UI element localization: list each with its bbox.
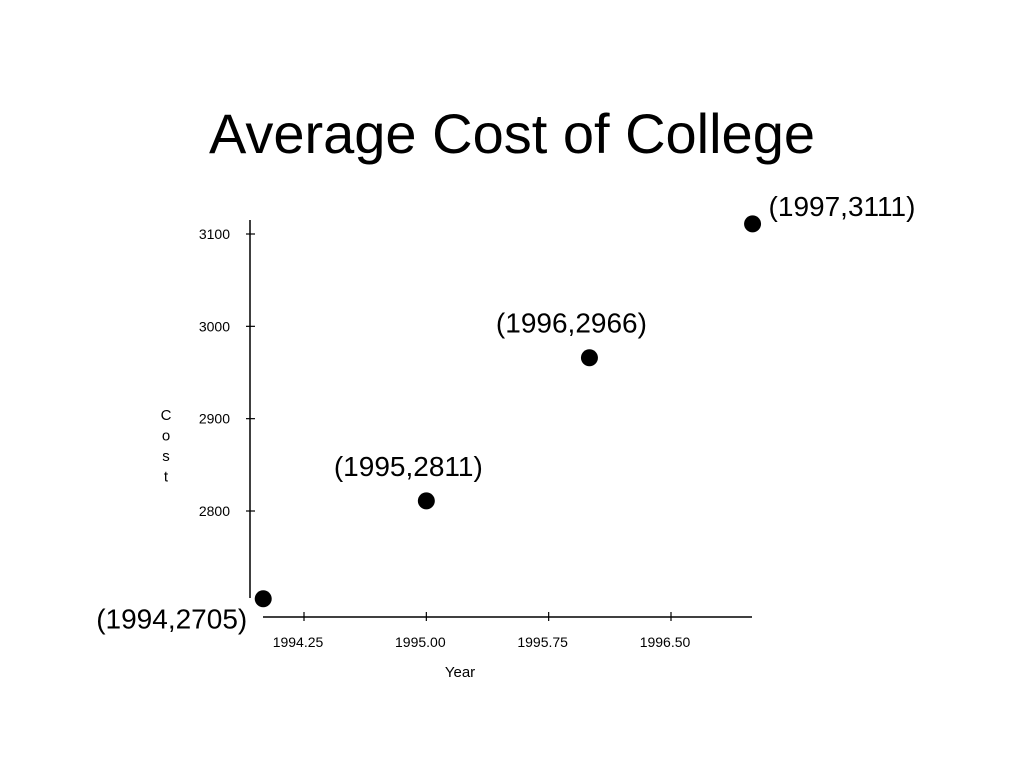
data-label: (1996,2966) [496, 308, 647, 339]
x-ticks: 1994.25 1995.00 1995.75 1996.50 [273, 612, 691, 650]
data-points [254, 215, 762, 608]
x-tick-label: 1994.25 [273, 634, 324, 650]
x-tick-label: 1995.75 [517, 634, 568, 650]
y-tick-label: 2800 [199, 503, 230, 519]
y-tick-label: 3100 [199, 226, 230, 242]
x-axis-title: Year [445, 664, 475, 681]
chart-title: Average Cost of College [209, 102, 815, 165]
y-tick-label: 2900 [199, 411, 230, 427]
data-point [417, 492, 435, 510]
data-point [254, 590, 272, 608]
y-tick-label: 3000 [199, 318, 230, 334]
x-tick-label: 1995.00 [395, 634, 446, 650]
y-ticks: 2800 2900 3000 3100 [199, 226, 255, 519]
axes [249, 220, 752, 618]
x-tick-label: 1996.50 [640, 634, 691, 650]
data-label: (1995,2811) [334, 451, 483, 482]
data-label: (1994,2705) [96, 604, 247, 635]
data-label: (1997,3111) [769, 191, 916, 222]
data-labels: (1994,2705) (1995,2811) (1996,2966) (1997,3… [96, 191, 915, 635]
data-point [744, 215, 762, 233]
data-point [580, 349, 598, 367]
